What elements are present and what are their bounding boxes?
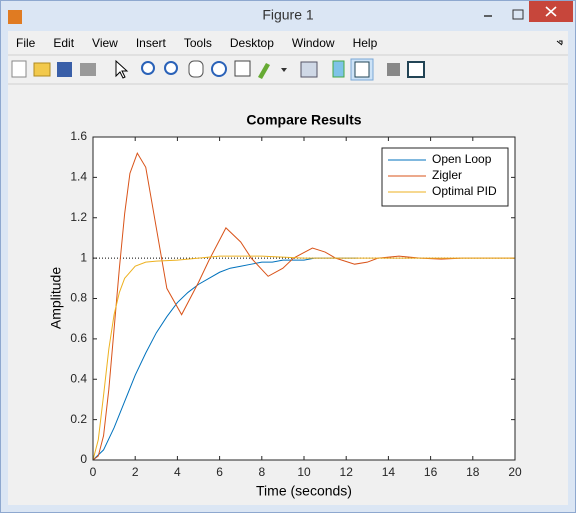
tool-save[interactable] [57, 62, 72, 77]
menu-item[interactable]: Window [292, 36, 335, 50]
menu-item[interactable]: Tools [184, 36, 212, 50]
menu-item[interactable]: File [16, 36, 36, 50]
y-axis-label: Amplitude [48, 267, 64, 329]
dock-arrow[interactable] [556, 40, 563, 46]
tool-hide-tools[interactable] [387, 63, 400, 76]
y-tick-label: 0 [80, 452, 87, 466]
x-tick-label: 2 [132, 465, 139, 479]
x-tick-label: 0 [90, 465, 97, 479]
x-tick-label: 4 [174, 465, 181, 479]
close-glyph [545, 6, 557, 17]
menu-item[interactable]: View [92, 36, 118, 50]
tool-print[interactable] [80, 63, 96, 76]
menu-item[interactable]: Edit [53, 36, 74, 50]
x-tick-label: 12 [340, 465, 354, 479]
tool-brush-menu[interactable] [281, 68, 287, 72]
y-tick-label: 0.2 [70, 412, 87, 426]
y-tick-label: 1.2 [70, 210, 87, 224]
menu-item[interactable]: Insert [136, 36, 167, 50]
menu-item[interactable]: Desktop [230, 36, 274, 50]
maximize-button[interactable] [512, 9, 524, 20]
toolbar [11, 58, 425, 81]
legend-label: Optimal PID [432, 184, 497, 198]
tool-colorbar[interactable] [332, 60, 345, 78]
x-tick-label: 14 [382, 465, 396, 479]
tool-zoom-in[interactable] [141, 61, 155, 75]
x-axis-label: Time (seconds) [256, 483, 352, 499]
legend-label: Zigler [432, 168, 462, 182]
y-tick-label: 1.6 [70, 129, 87, 143]
x-tick-label: 20 [508, 465, 522, 479]
y-tick-label: 0.8 [70, 291, 87, 305]
tool-new[interactable] [11, 60, 27, 78]
x-tick-label: 18 [466, 465, 480, 479]
axes-box [92, 136, 516, 461]
series-line [92, 255, 515, 461]
tool-pan[interactable] [188, 60, 204, 78]
tool-open[interactable] [33, 62, 51, 77]
tool-select[interactable] [115, 59, 129, 79]
x-tick-label: 8 [258, 465, 265, 479]
tool-rotate[interactable] [211, 61, 227, 77]
y-tick-label: 1 [80, 250, 87, 264]
tool-brush[interactable] [258, 63, 270, 79]
y-tick-label: 1.4 [70, 170, 87, 184]
app-icon [8, 10, 22, 24]
menu-bar: File Edit View Insert Tools Desktop Window Help [16, 36, 378, 50]
x-tick-label: 6 [216, 465, 223, 479]
menu-item[interactable]: Help [353, 36, 378, 50]
y-tick-label: 0.4 [70, 371, 87, 385]
x-tick-label: 16 [424, 465, 438, 479]
tool-link[interactable] [300, 61, 318, 78]
tool-zoom-out[interactable] [164, 61, 178, 75]
chart-title: Compare Results [246, 112, 361, 128]
tool-datacursor[interactable] [234, 60, 251, 77]
series-line [92, 151, 515, 461]
x-tick-label: 10 [297, 465, 311, 479]
legend-box[interactable] [381, 147, 509, 207]
window-title: Figure 1 [262, 7, 314, 23]
y-tick-label: 0.6 [70, 331, 87, 345]
legend-label: Open Loop [432, 152, 492, 166]
tool-legend-glyph [354, 61, 370, 78]
tool-dock[interactable] [407, 61, 425, 78]
